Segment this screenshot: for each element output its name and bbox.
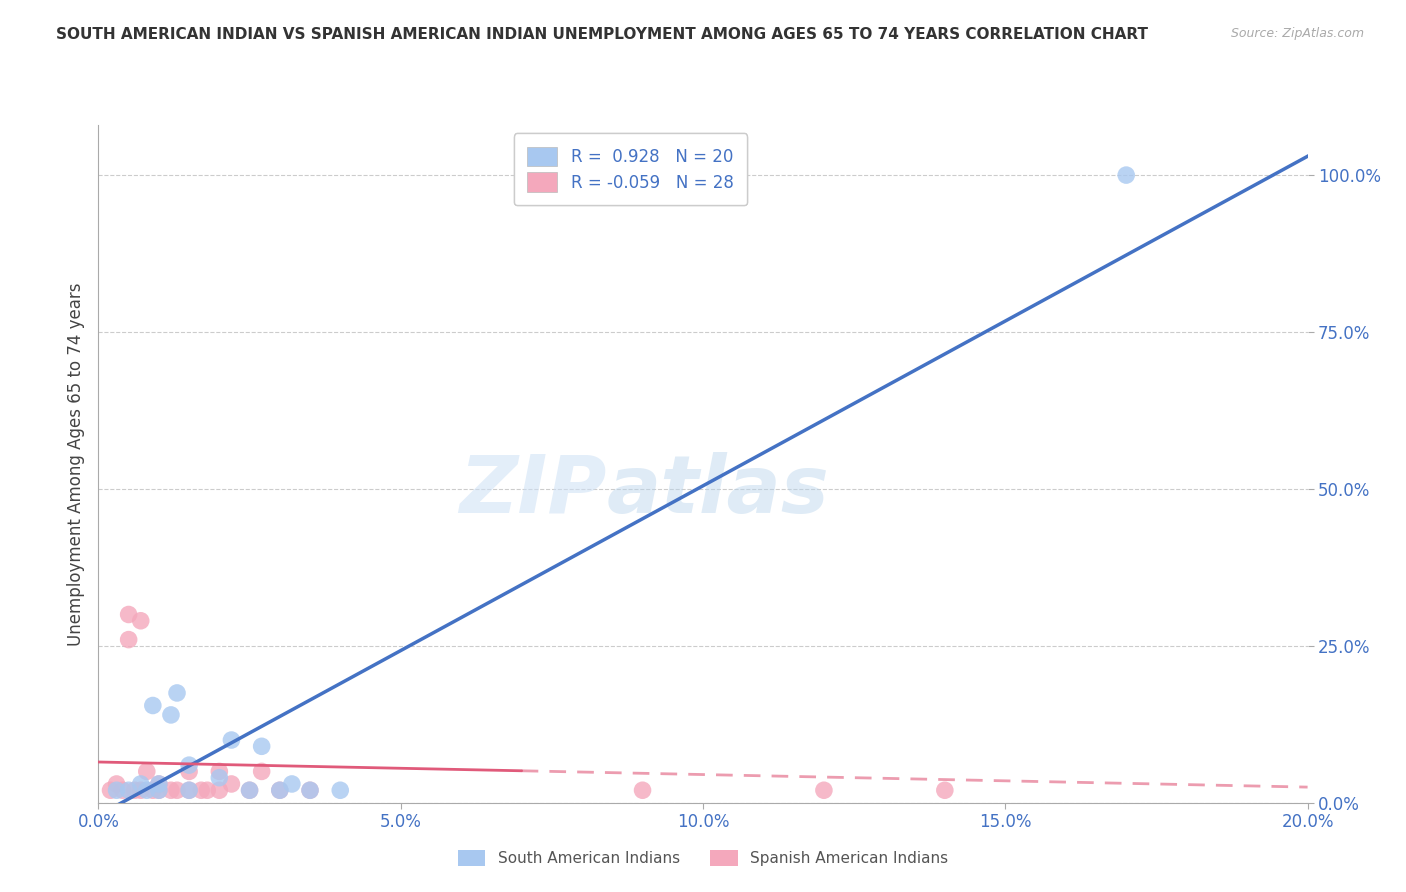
Point — [813, 783, 835, 797]
Text: atlas: atlas — [606, 452, 830, 530]
Text: ZIP: ZIP — [458, 452, 606, 530]
Point — [111, 783, 134, 797]
Point — [1115, 168, 1137, 182]
Point — [135, 764, 157, 779]
Point — [239, 783, 262, 797]
Point — [208, 764, 231, 779]
Point — [166, 686, 188, 700]
Point — [135, 783, 157, 797]
Point — [934, 783, 956, 797]
Point — [299, 783, 322, 797]
Point — [148, 777, 170, 791]
Point — [177, 758, 201, 772]
Point — [160, 707, 183, 722]
Point — [221, 733, 243, 747]
Point — [177, 783, 201, 797]
Point — [239, 783, 262, 797]
Point — [118, 607, 141, 622]
Point — [299, 783, 322, 797]
Point — [281, 777, 304, 791]
Point — [129, 614, 152, 628]
Point — [129, 777, 152, 791]
Point — [118, 783, 141, 797]
Legend: South American Indians, Spanish American Indians: South American Indians, Spanish American… — [449, 841, 957, 875]
Point — [250, 764, 273, 779]
Point — [124, 783, 146, 797]
Y-axis label: Unemployment Among Ages 65 to 74 years: Unemployment Among Ages 65 to 74 years — [66, 282, 84, 646]
Point — [195, 783, 218, 797]
Point — [160, 783, 183, 797]
Text: Source: ZipAtlas.com: Source: ZipAtlas.com — [1230, 27, 1364, 40]
Point — [221, 777, 243, 791]
Point — [105, 777, 128, 791]
Point — [208, 771, 231, 785]
Point — [177, 783, 201, 797]
Point — [105, 783, 128, 797]
Point — [148, 777, 170, 791]
Point — [177, 764, 201, 779]
Point — [269, 783, 291, 797]
Point — [148, 783, 170, 797]
Point — [118, 632, 141, 647]
Point — [148, 783, 170, 797]
Point — [329, 783, 352, 797]
Point — [166, 783, 188, 797]
Point — [190, 783, 212, 797]
Point — [250, 739, 273, 754]
Legend: R =  0.928   N = 20, R = -0.059   N = 28: R = 0.928 N = 20, R = -0.059 N = 28 — [515, 133, 747, 205]
Point — [142, 698, 165, 713]
Point — [269, 783, 291, 797]
Point — [100, 783, 122, 797]
Text: SOUTH AMERICAN INDIAN VS SPANISH AMERICAN INDIAN UNEMPLOYMENT AMONG AGES 65 TO 7: SOUTH AMERICAN INDIAN VS SPANISH AMERICA… — [56, 27, 1149, 42]
Point — [208, 783, 231, 797]
Point — [631, 783, 654, 797]
Point — [129, 783, 152, 797]
Point — [142, 783, 165, 797]
